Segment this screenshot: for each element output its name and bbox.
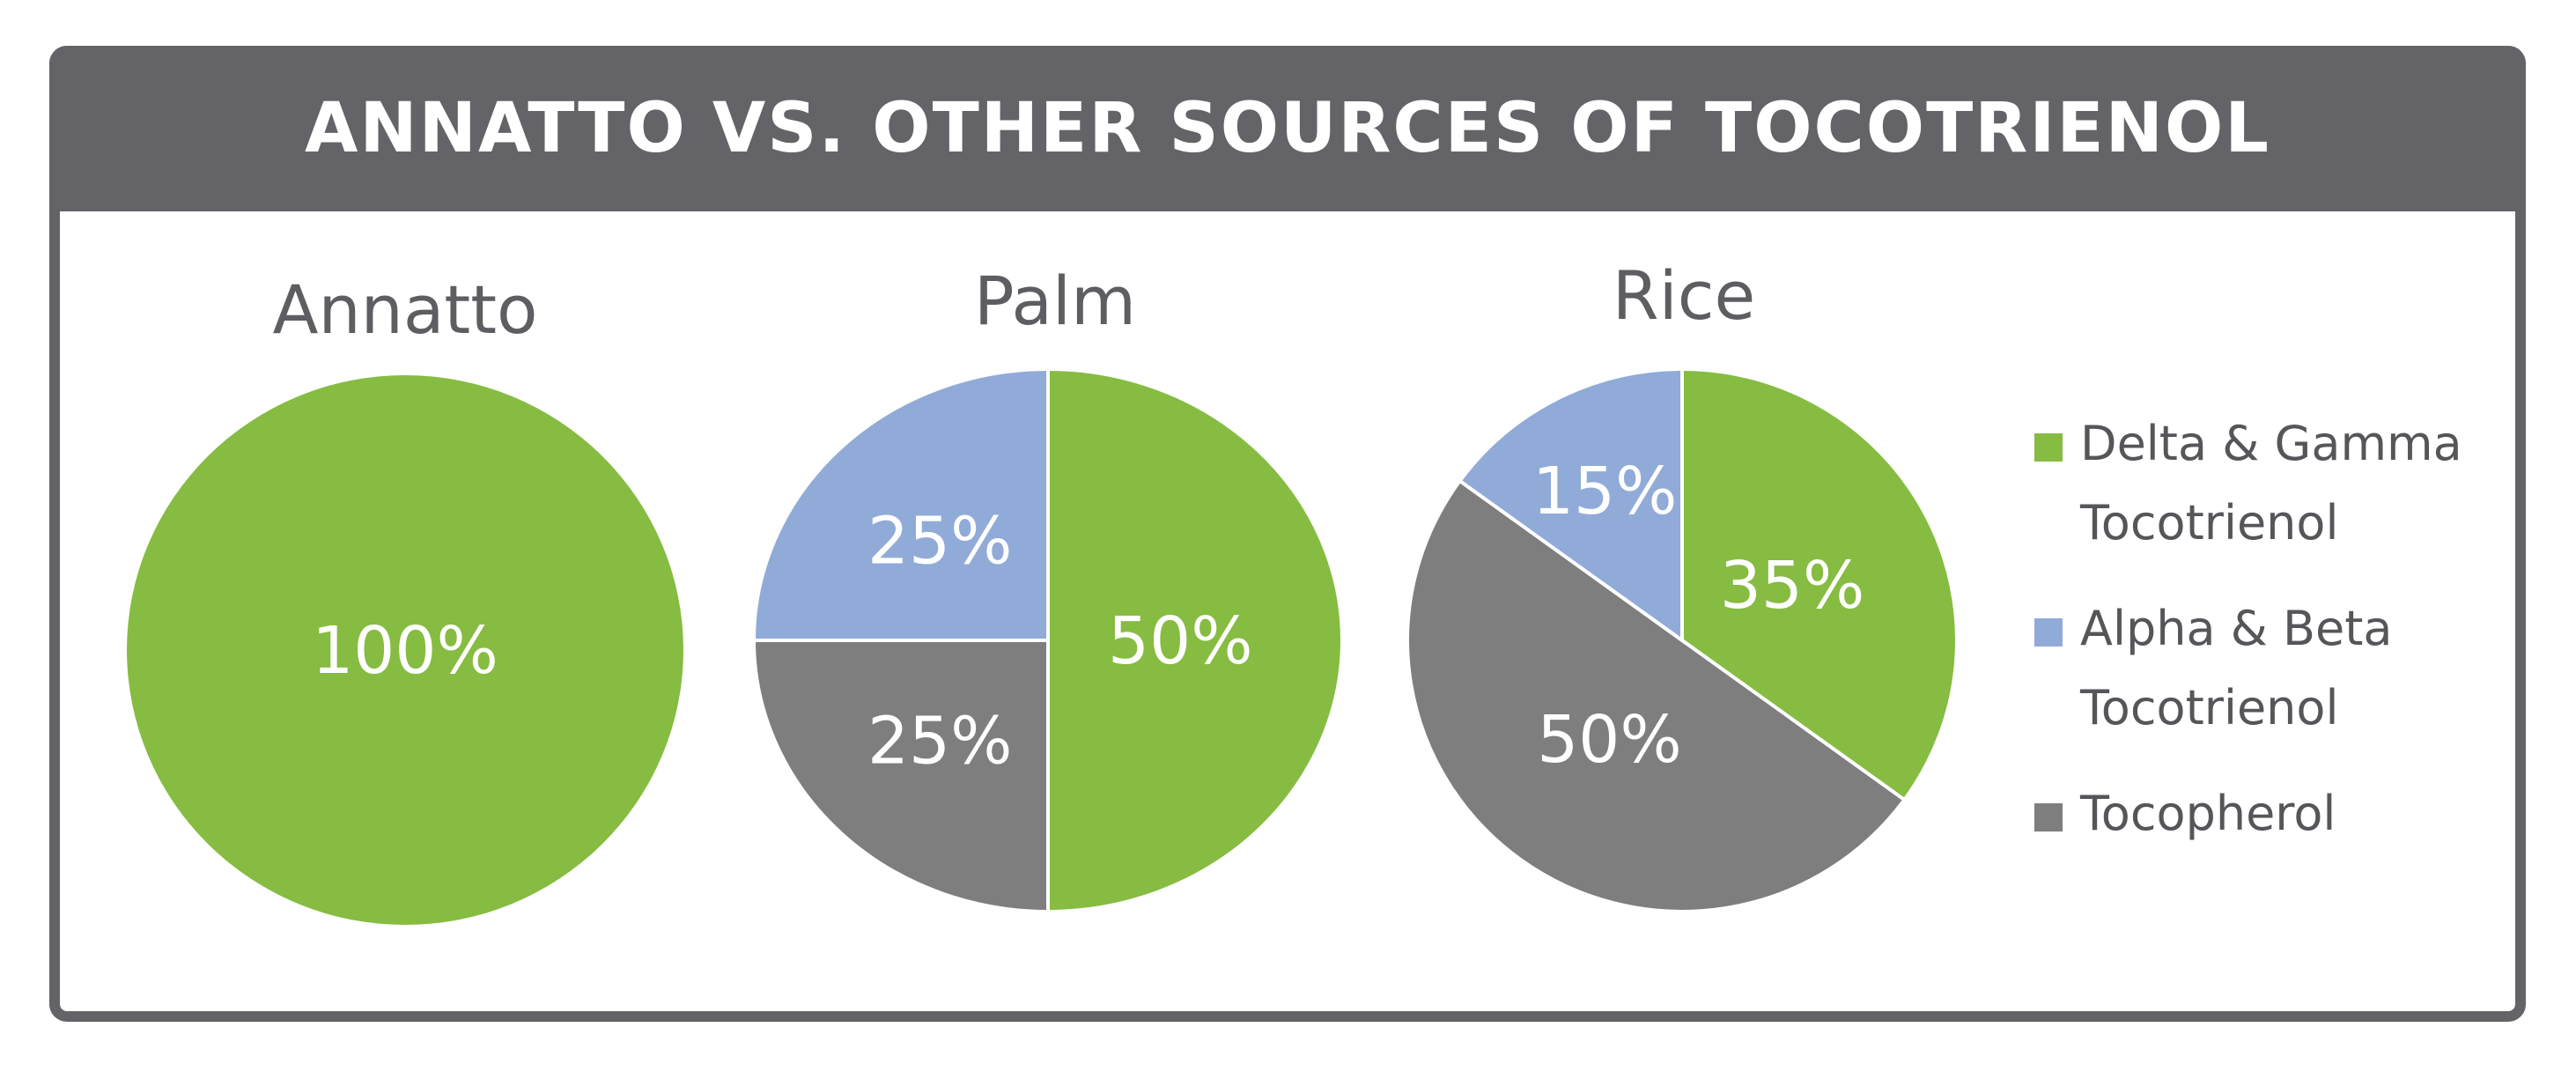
pie-annatto: Annatto 100%	[127, 270, 683, 925]
pie-slice-delta-and-gamma-tocotrienol	[1680, 366, 1959, 802]
legend-label: Tocotrienol	[2079, 495, 2338, 551]
slice-label-alpha-and-beta-tocotrienol: 15%	[1532, 454, 1677, 529]
slice-label-alpha-and-beta-tocotrienol: 25%	[867, 504, 1012, 580]
pie-slice-delta-and-gamma-tocotrienol	[127, 375, 683, 925]
legend-label: Delta & Gamma	[2080, 416, 2462, 471]
legend-label: Tocotrienol	[2079, 680, 2338, 735]
slice-label-tocopherol: 50%	[1537, 702, 1681, 778]
legend-swatch	[2034, 618, 2063, 647]
pie-title-palm: Palm	[974, 262, 1136, 340]
legend: Delta & Gamma Tocotrienol Alpha & Beta Toco…	[2034, 416, 2462, 841]
legend-item-delta-and-gamma-tocotrienol: Delta & Gamma Tocotrienol	[2034, 416, 2462, 551]
pie-title-rice: Rice	[1613, 256, 1755, 335]
legend-swatch	[2034, 803, 2063, 831]
pie-slice-tocopherol	[751, 639, 1050, 914]
legend-swatch	[2034, 433, 2063, 462]
slice-label-tocopherol: 25%	[867, 703, 1012, 779]
legend-label: Alpha & Beta	[2080, 601, 2393, 656]
pie-slice-delta-and-gamma-tocotrienol	[1046, 366, 1344, 914]
legend-item-tocopherol: Tocopherol	[2034, 786, 2336, 841]
legend-item-alpha-and-beta-tocotrienol: Alpha & Beta Tocotrienol	[2034, 601, 2393, 735]
pie-title-annatto: Annatto	[273, 270, 538, 349]
pie-slice-alpha-and-beta-tocotrienol	[751, 366, 1050, 642]
slice-label-delta-and-gamma-tocotrienol: 50%	[1108, 603, 1252, 679]
slice-label-delta-and-gamma-tocotrienol: 100%	[312, 613, 498, 689]
pie-palm: Palm 50% 25% 25%	[751, 262, 1344, 914]
title-banner: ANNATTO VS. OTHER SOURCES OF TOCOTRIENOL	[49, 46, 2526, 211]
pie-rice: Rice 35% 50% 15%	[1406, 256, 1959, 913]
pie-slice-alpha-and-beta-tocotrienol	[1457, 366, 1684, 644]
chart-title: ANNATTO VS. OTHER SOURCES OF TOCOTRIENOL	[305, 89, 2270, 168]
legend-label: Tocopherol	[2079, 786, 2336, 841]
pie-slice-tocopherol	[1406, 478, 1908, 913]
slice-label-delta-and-gamma-tocotrienol: 35%	[1720, 548, 1864, 624]
